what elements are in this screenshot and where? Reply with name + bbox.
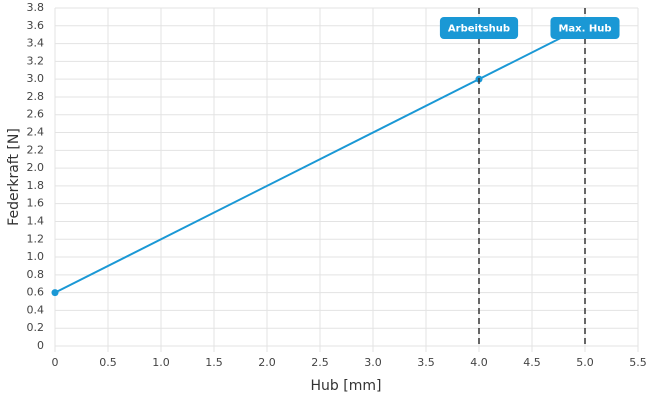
x-tick-label: 4.0 <box>470 356 488 369</box>
y-tick-label: 0.2 <box>27 321 45 334</box>
annotation-box <box>439 17 519 39</box>
y-tick-label: 2.6 <box>27 108 45 121</box>
y-tick-label: 1.8 <box>27 179 45 192</box>
y-tick-label: 2.4 <box>27 126 45 139</box>
y-tick-label: 2.0 <box>27 161 45 174</box>
x-tick-label: 4.5 <box>523 356 541 369</box>
x-tick-label: 2.5 <box>311 356 329 369</box>
y-tick-label: 1.6 <box>27 197 45 210</box>
annotation-box <box>550 17 620 39</box>
x-tick-label: 2.0 <box>258 356 276 369</box>
x-axis-title: Hub [mm] <box>311 378 382 394</box>
y-tick-label: 3.0 <box>27 72 45 85</box>
x-tick-label: 1.0 <box>152 356 170 369</box>
point <box>51 289 59 297</box>
x-tick-label: 3.0 <box>364 356 382 369</box>
y-tick-label: 1.0 <box>27 250 45 263</box>
y-tick-label: 3.4 <box>27 37 45 50</box>
annotation-label: Max. Hub <box>558 24 611 35</box>
x-tick-label: 5.0 <box>576 356 594 369</box>
y-axis-title: Federkraft [N] <box>6 128 22 226</box>
y-tick-label: 3.2 <box>27 54 45 67</box>
x-tick-label: 0.5 <box>99 356 117 369</box>
y-tick-label: 2.8 <box>27 90 45 103</box>
y-tick-label: 1.4 <box>27 214 45 227</box>
y-tick-label: 0.6 <box>27 286 45 299</box>
y-tick-label: 0.8 <box>27 268 45 281</box>
annotation-label: Arbeitshub <box>448 24 510 35</box>
y-tick-label: 0 <box>37 339 44 352</box>
x-tick-label: 0 <box>52 356 59 369</box>
y-tick-label: 1.2 <box>27 232 45 245</box>
x-tick-label: 5.5 <box>629 356 647 369</box>
x-tick-label: 1.5 <box>205 356 223 369</box>
y-tick-label: 0.4 <box>27 303 45 316</box>
y-tick-label: 3.6 <box>27 19 45 32</box>
x-tick-label: 3.5 <box>417 356 435 369</box>
y-tick-label: 2.2 <box>27 143 45 156</box>
y-tick-label: 3.8 <box>27 1 45 14</box>
